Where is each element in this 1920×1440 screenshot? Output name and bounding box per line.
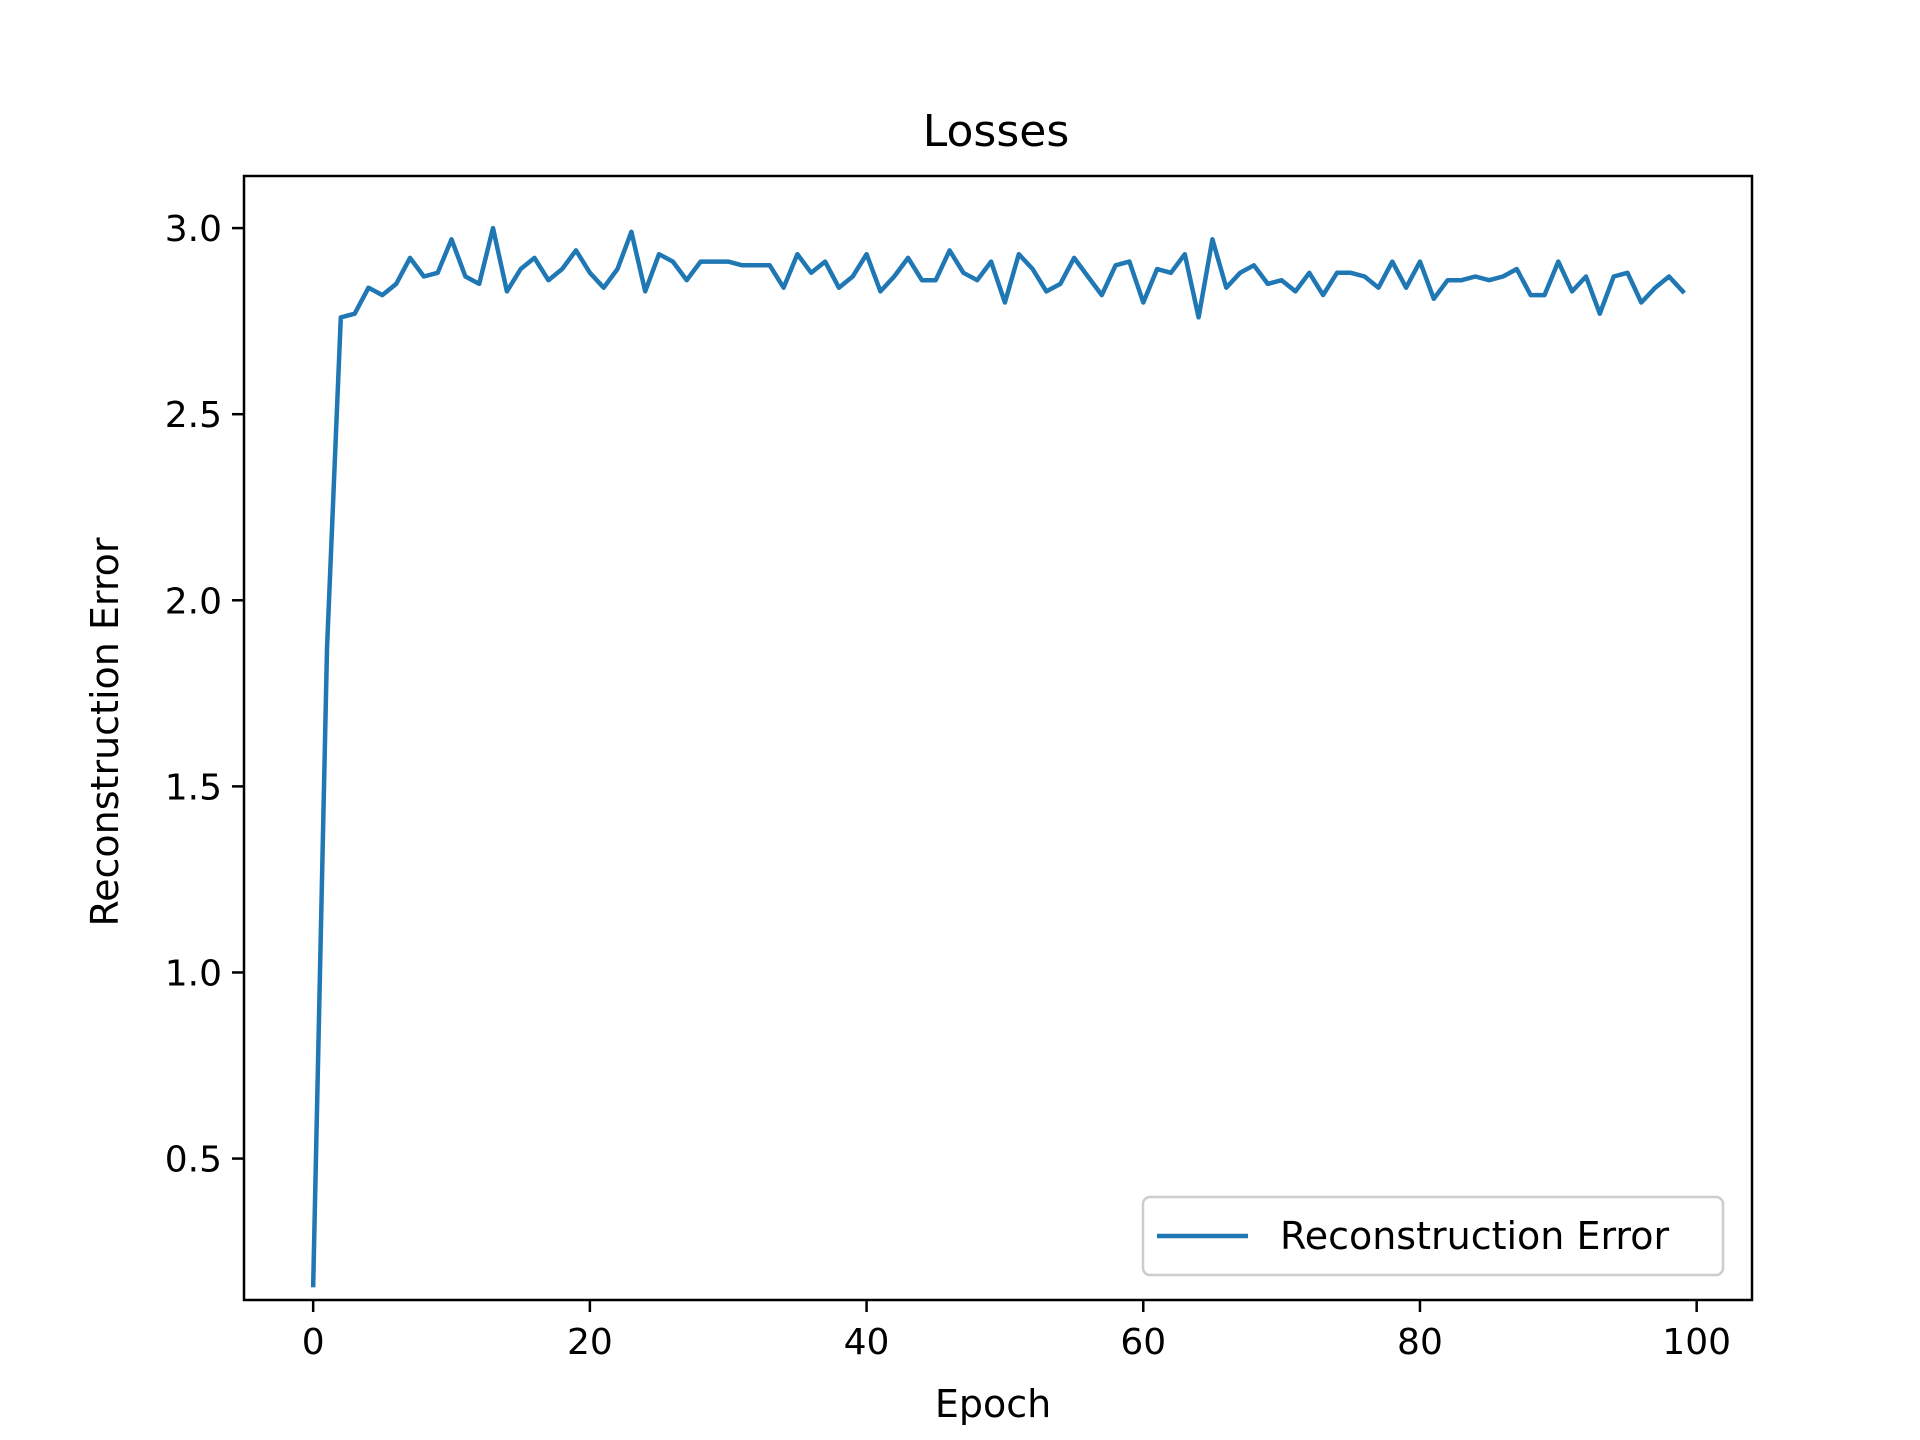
legend-label: Reconstruction Error <box>1280 1214 1669 1258</box>
y-tick-label: 2.5 <box>165 395 222 436</box>
plot-area: 0 20 40 60 80 100 0.5 1.0 1.5 2.0 2.5 3.0 <box>165 174 1754 1363</box>
x-tick-label: 60 <box>1120 1322 1166 1363</box>
x-tick-label: 100 <box>1662 1322 1731 1363</box>
legend-box <box>1141 1195 1725 1277</box>
x-tick-label: 40 <box>844 1322 890 1363</box>
y-tick-label: 1.0 <box>165 953 222 994</box>
x-tick-label: 20 <box>567 1322 613 1363</box>
series-line-reconstruction-error <box>310 225 1686 1288</box>
chart-title: Losses <box>923 106 1070 157</box>
y-tick-label: 0.5 <box>165 1140 222 1181</box>
y-axis-label: Reconstruction Error <box>83 537 127 926</box>
axes-frame <box>242 174 1754 1302</box>
x-tick-label: 0 <box>302 1322 325 1363</box>
y-tick-label: 3.0 <box>165 209 222 250</box>
y-tick-label: 1.5 <box>165 767 222 808</box>
y-tick-label: 2.0 <box>165 581 222 622</box>
x-tick-label: 80 <box>1397 1322 1443 1363</box>
x-axis-label: Epoch <box>935 1382 1051 1426</box>
legend: Reconstruction Error <box>1141 1195 1725 1277</box>
